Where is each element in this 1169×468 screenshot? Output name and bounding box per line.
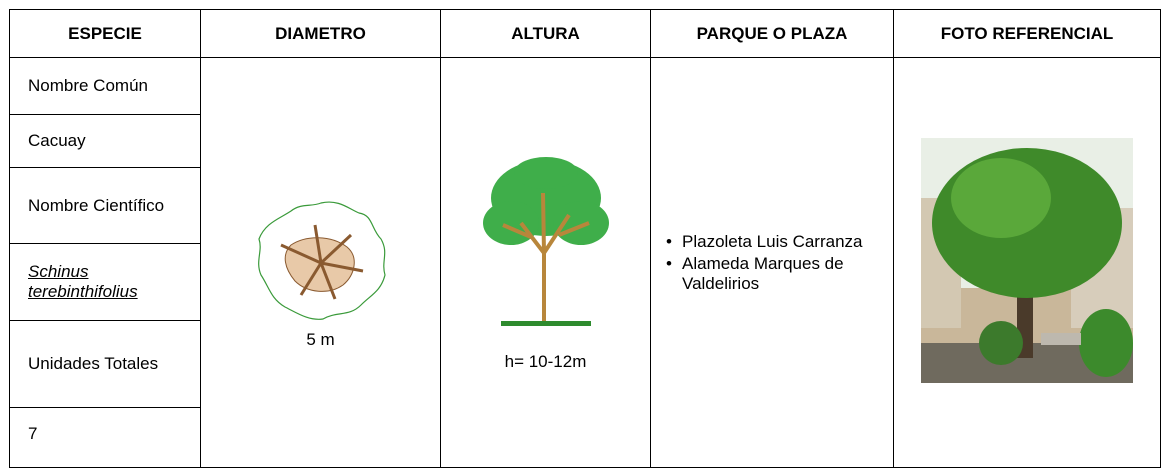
tree-side-view	[482, 157, 609, 326]
foto-cell	[893, 57, 1161, 468]
diametro-cell: 5 m	[200, 57, 441, 468]
especie-cell: Nombre Científico	[9, 167, 201, 244]
especie-cell: Schinus terebinthifolius	[9, 243, 201, 321]
header-cell: ALTURA	[440, 9, 651, 58]
especie-cell: 7	[9, 407, 201, 468]
header-cell: DIAMETRO	[200, 9, 441, 58]
especie-cell: Cacuay	[9, 114, 201, 168]
parque-list: Plazoleta Luis Carranza Alameda Marques …	[666, 232, 875, 294]
especie-cell: Nombre Común	[9, 57, 201, 115]
altura-label: h= 10-12m	[504, 352, 587, 371]
altura-cell: h= 10-12m	[440, 57, 651, 468]
page: ESPECIE DIAMETRO ALTURA PARQUE O PLAZA F…	[0, 0, 1169, 457]
header-cell: PARQUE O PLAZA	[650, 9, 894, 58]
parque-cell: Plazoleta Luis Carranza Alameda Marques …	[650, 57, 894, 468]
parque-item: Alameda Marques de Valdelirios	[666, 254, 875, 294]
species-table: ESPECIE DIAMETRO ALTURA PARQUE O PLAZA F…	[9, 9, 1161, 468]
header-cell: FOTO REFERENCIAL	[893, 9, 1161, 58]
especie-cell: Unidades Totales	[9, 320, 201, 408]
tree-photo	[921, 137, 1133, 383]
diametro-label: 5 m	[306, 330, 335, 349]
header-row: ESPECIE DIAMETRO ALTURA PARQUE O PLAZA F…	[9, 9, 1161, 58]
header-cell: ESPECIE	[9, 9, 201, 58]
parque-item: Plazoleta Luis Carranza	[666, 232, 875, 252]
tree-top-view	[257, 201, 386, 320]
